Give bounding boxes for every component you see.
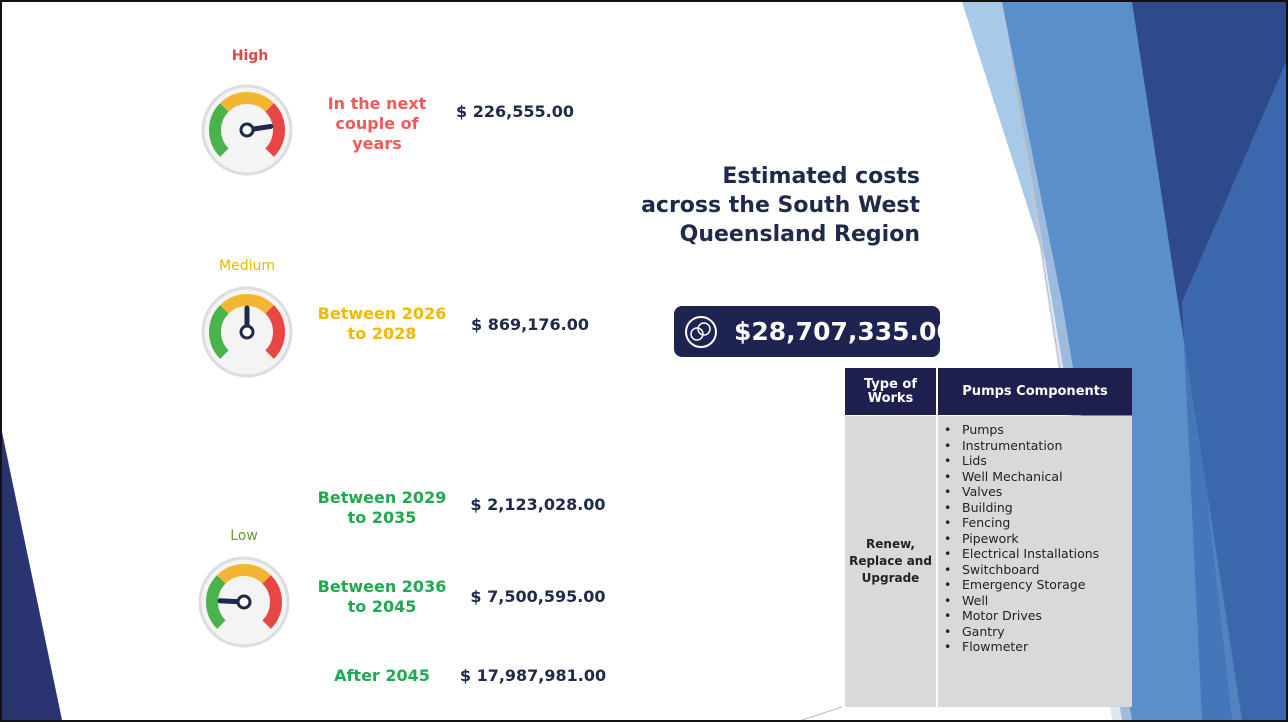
component: Building [962,500,1122,516]
type-of-works: Renew, Replace and Upgrade [845,416,936,707]
period: After 2045 [312,666,452,686]
component: Motor Drives [962,608,1122,624]
gauge [203,288,291,376]
cost: $ 869,176.00 [445,315,615,334]
component: Pumps [962,422,1122,438]
components-list: PumpsInstrumentationLidsWell MechanicalV… [938,416,1122,655]
cost: $ 2,123,028.00 [453,495,623,514]
component: Fencing [962,515,1122,531]
component: Well Mechanical [962,469,1122,485]
gauge [200,558,288,646]
period: Between 2029 to 2035 [312,488,452,528]
components-cell: PumpsInstrumentationLidsWell MechanicalV… [938,416,1132,707]
table-header: Pumps Components [938,368,1132,415]
gauge-level: Medium [197,258,297,274]
total: $28,707,335.00 [734,317,954,346]
component: Pipework [962,531,1122,547]
total-badge: $28,707,335.00 [674,306,940,357]
slide: High Medium Low In the next couple of ye… [0,0,1288,722]
period: In the next couple of years [317,94,437,154]
component: Valves [962,484,1122,500]
cost: $ 17,987,981.00 [448,666,618,685]
period: Between 2036 to 2045 [312,577,452,617]
component: Gantry [962,624,1122,640]
component: Lids [962,453,1122,469]
gauge-level: High [200,48,300,64]
cost: $ 7,500,595.00 [453,587,623,606]
coin-icon [684,315,718,349]
gauge-level: Low [194,528,294,544]
component: Flowmeter [962,639,1122,655]
component: Electrical Installations [962,546,1122,562]
cost: $ 226,555.00 [430,102,600,121]
table-header: Type of Works [845,368,936,415]
period: Between 2026 to 2028 [312,304,452,344]
component: Well [962,593,1122,609]
component: Instrumentation [962,438,1122,454]
component: Switchboard [962,562,1122,578]
summary-title: Estimated costs across the South West Qu… [640,162,920,249]
component: Emergency Storage [962,577,1122,593]
gauge [203,86,291,174]
